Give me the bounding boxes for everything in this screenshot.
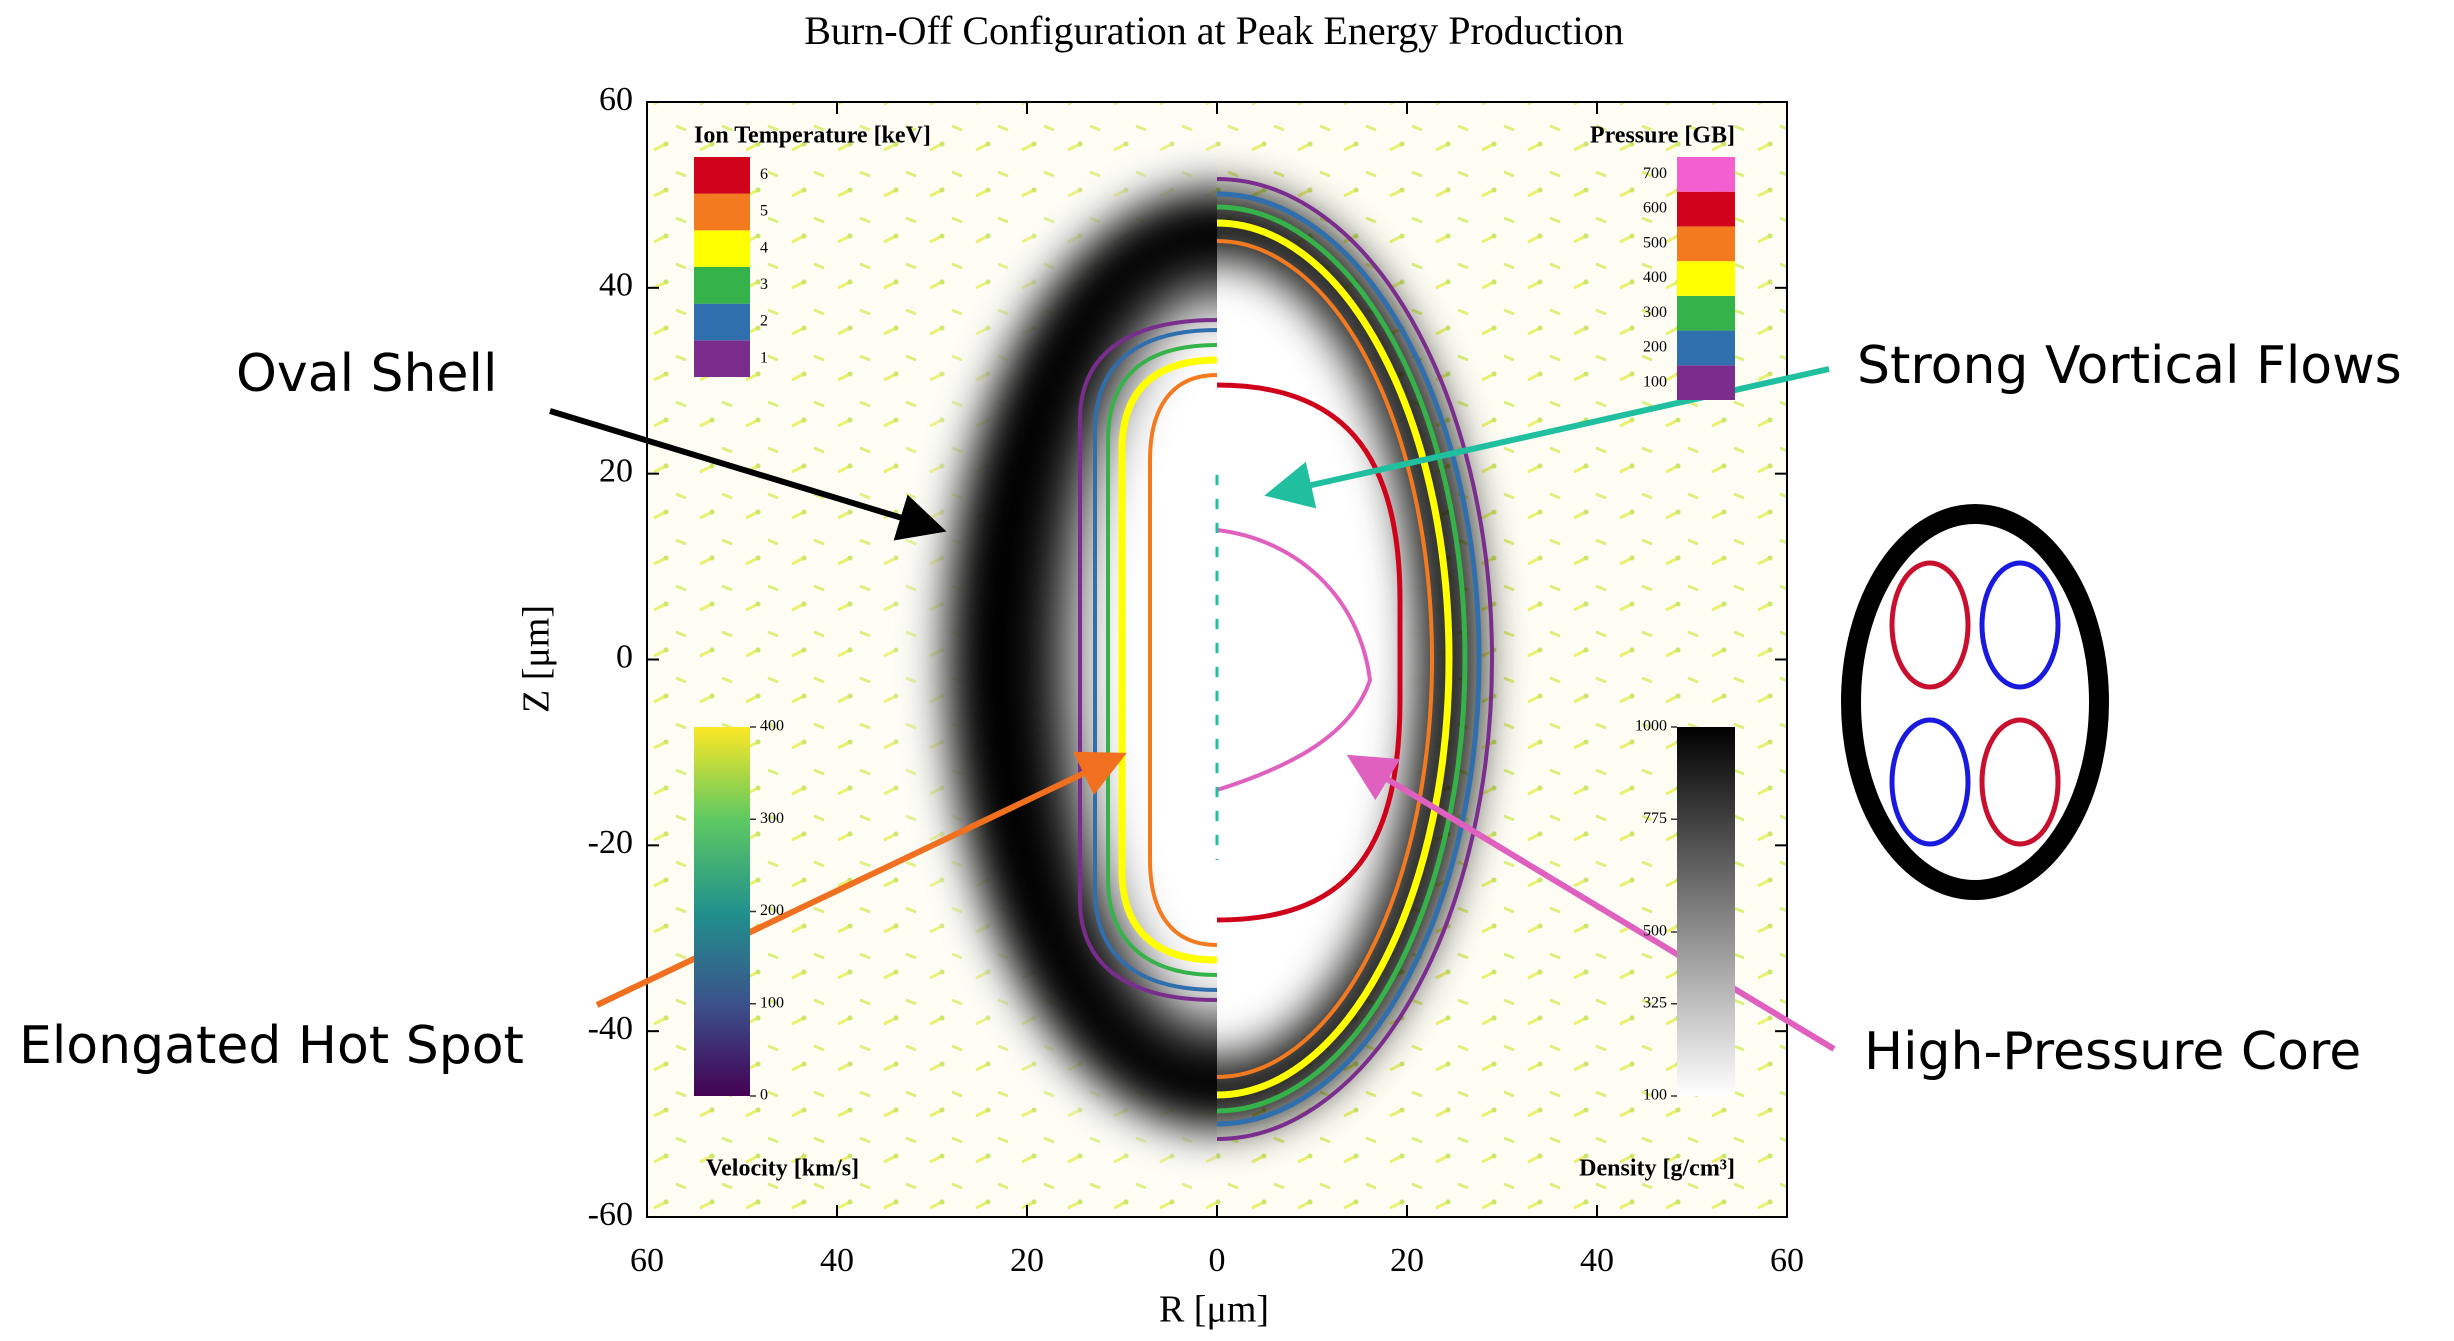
y-tick-label: 20 bbox=[599, 452, 633, 489]
y-tick-label: 0 bbox=[616, 638, 633, 675]
colorbar-title: Ion Temperature [keV] bbox=[694, 123, 931, 149]
colorbar-tick-label: 100 bbox=[1643, 1087, 1667, 1104]
x-tick-label: 0 bbox=[1209, 1242, 1226, 1279]
colorbar bbox=[1677, 727, 1735, 1096]
colorbar-swatch bbox=[1677, 191, 1735, 227]
colorbar-tick-label: 2 bbox=[760, 313, 768, 330]
colorbar-tick-label: 100 bbox=[1643, 373, 1667, 390]
colorbar-swatch bbox=[694, 193, 750, 231]
x-tick-label: 20 bbox=[1390, 1242, 1424, 1279]
chart-title: Burn-Off Configuration at Peak Energy Pr… bbox=[804, 8, 1624, 53]
annotation: Strong Vortical Flows bbox=[1857, 336, 2402, 396]
colorbar-title: Pressure [GB] bbox=[1590, 123, 1735, 149]
colorbar-tick-label: 400 bbox=[760, 718, 784, 735]
arrow bbox=[1264, 366, 1830, 509]
field bbox=[647, 102, 1787, 1217]
x-tick-label: 40 bbox=[1580, 1242, 1614, 1279]
vortex-schematic bbox=[1841, 504, 2109, 900]
colorbar-tick-label: 6 bbox=[760, 166, 768, 183]
colorbar-tick-label: 500 bbox=[1643, 923, 1667, 940]
left-shell bbox=[917, 159, 1217, 1159]
y-axis-label: Z [μm] bbox=[516, 605, 558, 713]
colorbar-tick-label: 600 bbox=[1643, 200, 1667, 217]
colorbar-tick-label: 4 bbox=[760, 239, 768, 256]
x-tick-label: 60 bbox=[1770, 1242, 1804, 1279]
colorbar-swatch bbox=[694, 230, 750, 267]
colorbar-swatch bbox=[694, 303, 750, 341]
arrow bbox=[549, 408, 947, 541]
colorbar-tick-label: 100 bbox=[760, 994, 784, 1011]
colorbar-tick-label: 300 bbox=[760, 810, 784, 827]
colorbar-swatch bbox=[1677, 330, 1735, 366]
colorbar-tick-label: 1 bbox=[760, 349, 768, 366]
annotation: Oval Shell bbox=[236, 344, 497, 404]
x-tick-label: 20 bbox=[1010, 1242, 1044, 1279]
y-tick-label: 60 bbox=[599, 81, 633, 118]
arrow bbox=[1346, 754, 1836, 1052]
colorbar-swatch bbox=[1677, 261, 1735, 296]
x-tick-label: 60 bbox=[630, 1242, 664, 1279]
colorbar-tick-label: 400 bbox=[1643, 269, 1667, 286]
colorbar-swatch bbox=[1677, 295, 1735, 331]
colorbar-tick-label: 5 bbox=[760, 203, 768, 220]
y-tick-label: -60 bbox=[588, 1196, 633, 1233]
colorbar-tick-label: 1000 bbox=[1635, 718, 1667, 735]
annotation: Elongated Hot Spot bbox=[19, 1016, 524, 1076]
colorbar-swatch bbox=[694, 157, 750, 194]
y-tick-label: -20 bbox=[588, 824, 633, 861]
colorbar-swatch bbox=[1677, 226, 1735, 262]
colorbar-tick-label: 775 bbox=[1643, 810, 1667, 827]
colorbar-tick-label: 200 bbox=[1643, 339, 1667, 356]
x-tick-label: 40 bbox=[820, 1242, 854, 1279]
colorbar-title: Density [g/cm³] bbox=[1579, 1156, 1735, 1182]
colorbar-swatch bbox=[694, 340, 750, 377]
colorbar-swatch bbox=[694, 267, 750, 304]
colorbar-tick-label: 0 bbox=[760, 1087, 768, 1104]
y-tick-label: -40 bbox=[588, 1010, 633, 1047]
x-axis-label: R [μm] bbox=[1159, 1289, 1269, 1331]
colorbar-swatch bbox=[1677, 365, 1735, 400]
arrow bbox=[595, 751, 1127, 1008]
colorbar-tick-label: 3 bbox=[760, 276, 768, 293]
colorbar-tick-label: 700 bbox=[1643, 165, 1667, 182]
colorbar-tick-label: 200 bbox=[760, 902, 784, 919]
annotation: High-Pressure Core bbox=[1864, 1022, 2361, 1082]
colorbar-tick-label: 500 bbox=[1643, 234, 1667, 251]
colorbar-tick-label: 325 bbox=[1643, 994, 1667, 1011]
y-tick-label: 40 bbox=[599, 267, 633, 304]
right-contours bbox=[1217, 177, 1494, 1141]
colorbar-swatch bbox=[1677, 157, 1735, 192]
colorbar-tick-label: 300 bbox=[1643, 304, 1667, 321]
colorbar bbox=[694, 727, 750, 1096]
colorbar-title: Velocity [km/s] bbox=[706, 1156, 859, 1182]
